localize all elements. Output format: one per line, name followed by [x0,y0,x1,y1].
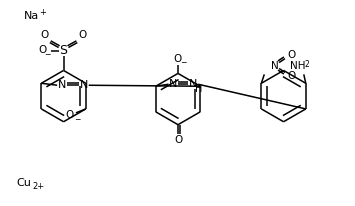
Text: N: N [58,80,66,90]
Text: Cu: Cu [16,178,31,188]
Text: O: O [288,71,296,81]
Text: O: O [66,110,74,120]
Text: +: + [39,8,46,17]
Text: NH: NH [290,62,306,71]
Text: −: − [45,50,51,59]
Text: O: O [78,30,86,40]
Text: O: O [175,135,183,144]
Text: O: O [39,45,47,55]
Text: S: S [60,44,67,57]
Text: −: − [180,58,186,67]
Text: N: N [271,61,279,70]
Text: O: O [173,54,181,64]
Text: O: O [41,30,49,40]
Text: O: O [288,50,296,60]
Text: N: N [189,79,197,89]
Text: H: H [196,84,203,94]
Text: 2+: 2+ [32,182,44,191]
Text: Na: Na [24,11,39,21]
Text: −: − [74,115,80,124]
Text: 2: 2 [304,60,309,69]
Text: N: N [169,79,178,89]
Text: N: N [80,80,88,90]
